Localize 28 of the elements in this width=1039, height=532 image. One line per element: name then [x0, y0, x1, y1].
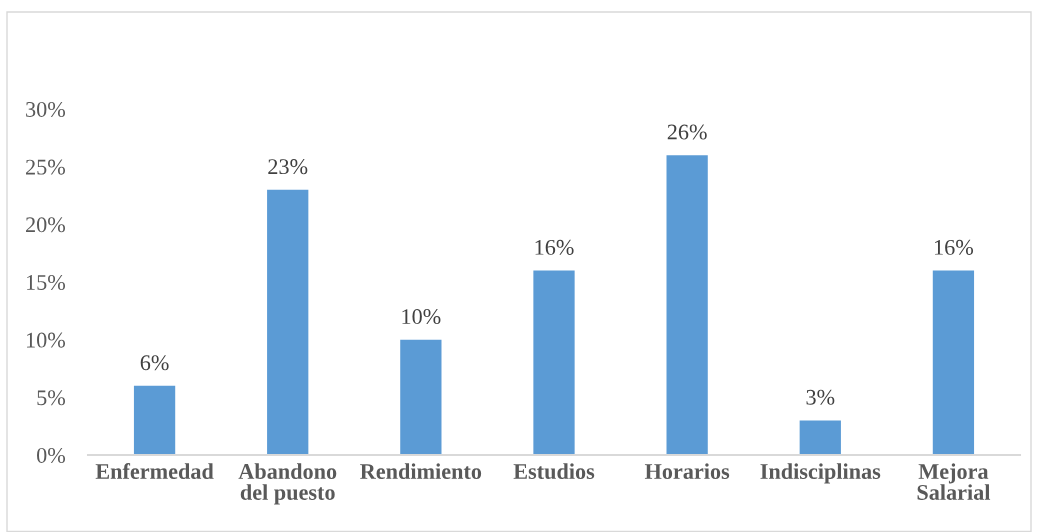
y-tick-label: 15%	[27, 274, 66, 290]
bar	[133, 385, 176, 455]
x-tick-label: Rendimiento	[360, 463, 482, 479]
y-tick-label: 20%	[26, 217, 66, 233]
x-tick-label: Mejora Salarial	[917, 463, 991, 500]
data-label: 10%	[402, 309, 441, 325]
y-tick-label: 25%	[26, 159, 66, 175]
bar	[267, 189, 309, 455]
data-label: 26%	[667, 124, 707, 140]
y-tick-label: 30%	[26, 101, 66, 117]
bar	[932, 270, 975, 455]
data-label: 3%	[806, 389, 835, 405]
data-label: 16%	[935, 239, 974, 255]
x-tick-label: Horarios	[644, 463, 730, 479]
x-tick-label: Abandono del puesto	[238, 463, 337, 505]
y-tick-label: 5%	[37, 390, 66, 406]
data-label: 6%	[140, 355, 169, 371]
x-tick-label: Estudios	[513, 463, 595, 480]
x-tick-label: Enfermedad	[95, 463, 214, 479]
bar	[799, 420, 841, 455]
x-tick-label: Indisciplinas	[760, 463, 881, 484]
bar	[666, 155, 708, 455]
y-tick-label: 10%	[27, 332, 66, 348]
y-tick-label: 0%	[37, 447, 66, 463]
data-label: 16%	[535, 239, 574, 255]
bar	[400, 339, 442, 455]
bar	[533, 270, 575, 455]
data-label: 23%	[268, 159, 308, 175]
